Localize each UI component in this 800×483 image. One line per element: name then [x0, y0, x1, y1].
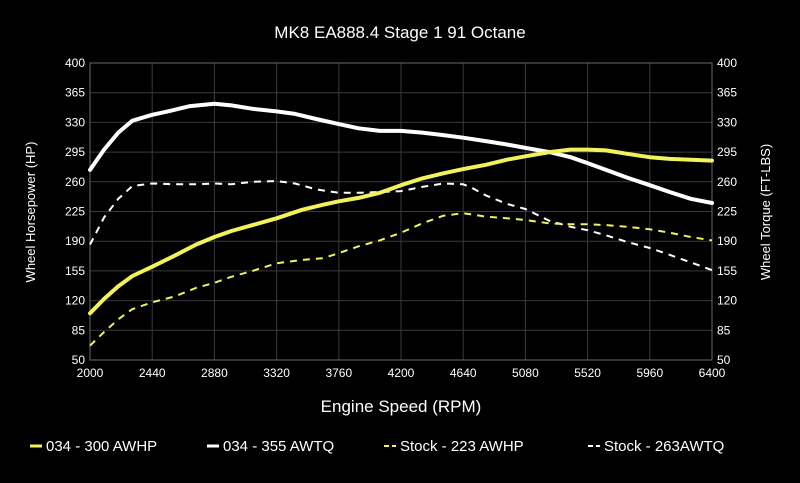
x-tick-label-7: 5080 — [512, 366, 539, 380]
x-tick-label-2: 2880 — [201, 366, 228, 380]
y-left-tick-label-7: 295 — [65, 145, 85, 159]
legend-label-0: 034 - 300 AWHP — [46, 438, 157, 455]
x-tick-label-4: 3760 — [325, 366, 352, 380]
y-left-tick-label-2: 120 — [65, 294, 85, 308]
x-tick-label-8: 5520 — [574, 366, 601, 380]
y-right-tick-label-8: 330 — [717, 115, 737, 129]
y-right-tick-label-4: 190 — [717, 234, 737, 248]
series-line-1 — [88, 101, 714, 205]
y-left-tick-label-5: 225 — [65, 205, 85, 219]
y-right-tick-label-10: 400 — [717, 56, 737, 70]
x-tick-label-1: 2440 — [139, 366, 166, 380]
y-right-tick-label-9: 365 — [717, 86, 737, 100]
legend-label-3: Stock - 263AWTQ — [604, 438, 724, 455]
y-axis-left-label: Wheel Horsepower (HP) — [23, 142, 38, 283]
y-right-tick-label-1: 85 — [717, 323, 731, 337]
y-axis-right-label: Wheel Torque (FT-LBS) — [758, 144, 773, 280]
series-line-2 — [89, 212, 713, 347]
series-layer — [88, 101, 714, 347]
y-left-tick-label-0: 50 — [72, 353, 86, 367]
x-axis-ticks: 2000 2440 2880 3320 3760 4200 4640 5080 5520 5960… — [77, 366, 726, 380]
y-axis-right-ticks: 50 85 120 155 190 225 260 295 330 365 400 — [717, 56, 737, 367]
x-tick-label-9: 5960 — [636, 366, 663, 380]
y-right-tick-label-0: 50 — [717, 353, 731, 367]
y-left-tick-label-10: 400 — [65, 56, 85, 70]
y-left-tick-label-9: 365 — [65, 86, 85, 100]
y-right-tick-label-6: 260 — [717, 175, 737, 189]
y-left-tick-label-3: 155 — [65, 264, 85, 278]
y-left-tick-label-6: 260 — [65, 175, 85, 189]
y-axis-left-ticks: 50 85 120 155 190 225 260 295 330 365 400 — [65, 56, 85, 367]
series-line-3 — [89, 180, 713, 272]
y-left-tick-label-1: 85 — [72, 323, 86, 337]
x-tick-label-10: 6400 — [699, 366, 726, 380]
legend-label-1: 034 - 355 AWTQ — [223, 438, 334, 455]
y-right-tick-label-5: 225 — [717, 205, 737, 219]
y-right-tick-label-2: 120 — [717, 294, 737, 308]
x-tick-label-6: 4640 — [450, 366, 477, 380]
x-tick-label-0: 2000 — [77, 366, 104, 380]
x-tick-label-5: 4200 — [388, 366, 415, 380]
y-right-tick-label-7: 295 — [717, 145, 737, 159]
chart-title: MK8 EA888.4 Stage 1 91 Octane — [274, 23, 525, 42]
series-line-0 — [88, 147, 714, 316]
legend-label-2: Stock - 223 AWHP — [400, 438, 524, 455]
y-right-tick-label-3: 155 — [717, 264, 737, 278]
x-axis-label: Engine Speed (RPM) — [321, 397, 482, 416]
y-left-tick-label-4: 190 — [65, 234, 85, 248]
x-tick-label-3: 3320 — [263, 366, 290, 380]
plot-frame — [89, 62, 713, 361]
y-left-tick-label-8: 330 — [65, 115, 85, 129]
legend: 034 - 300 AWHP 034 - 355 AWTQ Stock - 223 … — [30, 438, 724, 455]
